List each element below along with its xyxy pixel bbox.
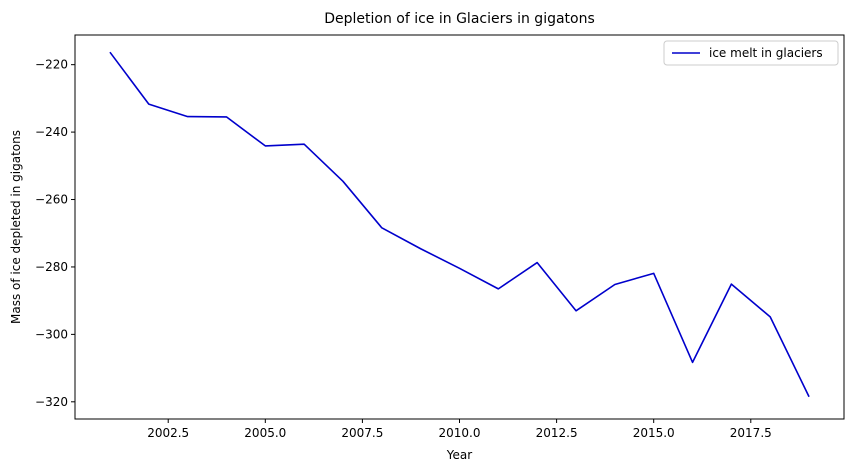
y-tick-label: −240	[35, 125, 68, 139]
x-tick-label: 2002.5	[147, 426, 189, 440]
plot-area: 2002.5 2005.0 2007.5 2010.0 2012.5 2015.0 2017…	[35, 34, 845, 440]
x-tick-label: 2012.5	[536, 426, 578, 440]
y-axis-label: Mass of ice depleted in gigatons	[9, 130, 23, 324]
y-tick-label: −320	[35, 395, 68, 409]
legend-label: ice melt in glaciers	[709, 46, 823, 60]
series-line-ice-melt	[109, 51, 810, 398]
y-tick-label: −280	[35, 260, 68, 274]
y-tick-label: −220	[35, 58, 68, 72]
x-tick-label: 2007.5	[341, 426, 383, 440]
chart-title: Depletion of ice in Glaciers in gigatons	[324, 11, 595, 27]
plot-frame	[74, 34, 845, 420]
x-tick-label: 2005.0	[244, 426, 286, 440]
y-tick-label: −260	[35, 193, 68, 207]
x-tick-label: 2015.0	[633, 426, 675, 440]
x-tick-label: 2010.0	[439, 426, 481, 440]
y-tick-label: −300	[35, 327, 68, 341]
x-axis-label: Year	[446, 448, 472, 462]
legend-box	[663, 40, 839, 66]
x-tick-label: 2017.5	[730, 426, 772, 440]
